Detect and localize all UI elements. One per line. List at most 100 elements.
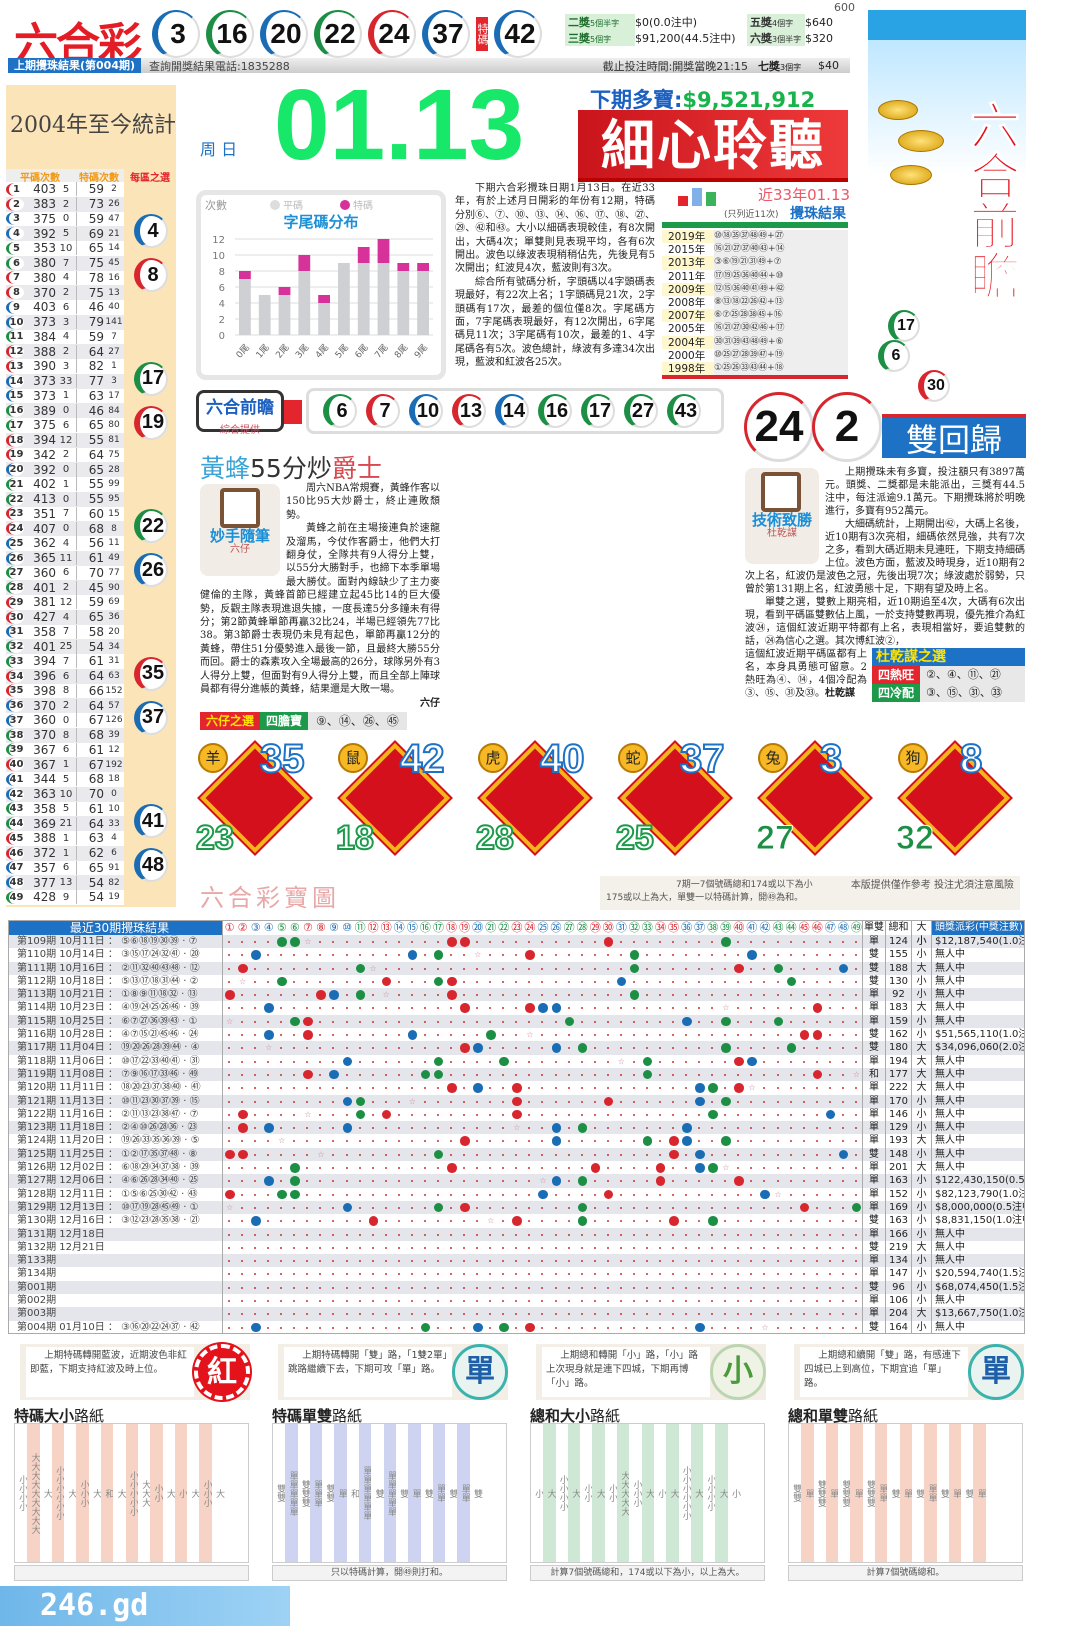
empty-dot [841, 1220, 844, 1223]
grid-cell [471, 1095, 484, 1108]
grid-cell [798, 1001, 811, 1014]
empty-dot [450, 1313, 453, 1316]
grid-cell [471, 1254, 484, 1267]
draw-numbers: ： ①⑤⑥㉕㉚㊷ · ㊸ [104, 1188, 198, 1200]
empty-dot [645, 1326, 648, 1329]
grid-cell [419, 1201, 432, 1214]
empty-dot [319, 1060, 322, 1063]
grid-cell [732, 1081, 745, 1094]
drawn-dot [721, 1096, 731, 1107]
empty-dot [567, 1220, 570, 1223]
grid-cell [406, 1121, 419, 1134]
grid-cell [406, 1055, 419, 1068]
empty-dot [345, 1007, 348, 1010]
empty-dot [528, 1286, 531, 1289]
grid-cell [484, 1201, 497, 1214]
grid-cell [772, 1214, 785, 1227]
empty-dot [854, 1326, 857, 1329]
empty-dot [593, 1047, 596, 1050]
empty-dot [802, 941, 805, 943]
stats-row: 36 370 2 64 57 [6, 698, 124, 713]
empty-dot [632, 1286, 635, 1289]
table-row: 第111期 10月16日 ： ②⑪㉜㊵㊸㊽ · ⑫ ☆ 雙 188 大無人中 [9, 961, 1024, 975]
regular-count: 362 [33, 536, 56, 551]
grid-cell [458, 1161, 471, 1174]
history-note: (只列近11次) [724, 210, 779, 220]
special-count: 82 [76, 359, 104, 374]
size: 小 [912, 1147, 932, 1162]
column-author: 杜乾謀 [767, 528, 797, 539]
empty-dot [698, 1073, 701, 1076]
empty-dot [254, 967, 257, 970]
empty-dot [789, 1233, 792, 1236]
grid-cell [432, 1095, 445, 1108]
grid-cell [354, 948, 367, 961]
grid-cell [510, 1228, 523, 1241]
grid-cell [341, 1188, 354, 1201]
special-count: 66 [76, 683, 104, 698]
empty-dot [293, 1073, 296, 1076]
drawn-dot [551, 1003, 561, 1013]
grid-cell [850, 1001, 863, 1014]
empty-dot [789, 1087, 792, 1090]
grid-cell [393, 1161, 406, 1174]
ball-number: 33 [6, 654, 24, 668]
drawn-dot [420, 1069, 431, 1080]
empty-dot [737, 1167, 740, 1170]
number-grid [223, 1294, 863, 1308]
grid-cell [432, 975, 445, 988]
grid-cell [693, 935, 706, 948]
jackpot-amount: $9,521,912 [682, 88, 816, 112]
empty-dot [280, 1127, 283, 1130]
road-column: 雙雙 [273, 1424, 286, 1562]
special-star-icon: ☆ [278, 1136, 286, 1146]
empty-dot [737, 941, 740, 943]
empty-dot [698, 1127, 701, 1130]
empty-dot [528, 967, 531, 970]
empty-dot [371, 1180, 374, 1183]
empty-dot [554, 1193, 557, 1196]
empty-dot [619, 1220, 622, 1223]
empty-dot [241, 1020, 244, 1023]
grid-cell [576, 1041, 589, 1054]
grid-cell [667, 1214, 680, 1227]
grid-cell [641, 1041, 654, 1054]
empty-dot [423, 1140, 426, 1143]
grid-cell [354, 1148, 367, 1161]
grid-cell [523, 1161, 536, 1174]
regular-count: 401 [33, 639, 56, 654]
number-column-header: ⑧ [315, 921, 326, 934]
grid-cell [706, 1188, 719, 1201]
year: 2019年 [668, 231, 706, 244]
grid-cell [471, 1161, 484, 1174]
empty-dot [645, 1246, 648, 1249]
empty-dot [345, 1326, 348, 1329]
grid-cell [785, 1294, 798, 1307]
draw-numbers: ⑩㉕㉗㉘㊴㊼+⑲ [714, 348, 848, 362]
grid-cell [354, 975, 367, 988]
empty-dot [789, 967, 792, 970]
grid-cell [288, 962, 301, 975]
empty-dot [423, 1087, 426, 1090]
grid-cell [354, 1321, 367, 1334]
empty-dot [763, 1167, 766, 1170]
grid-cell [654, 1108, 667, 1121]
empty-dot [841, 1060, 844, 1063]
grid-cell [563, 1108, 576, 1121]
grid-cell [536, 1001, 549, 1014]
grid-cell [706, 962, 719, 975]
empty-dot [502, 980, 505, 983]
regular-gap: 3 [62, 316, 70, 328]
grid-cell [393, 1108, 406, 1121]
special-count: 64 [76, 447, 104, 462]
grid-cell [484, 1294, 497, 1307]
zodiac-item: 鼠 42 18 [332, 736, 472, 867]
zodiac-row: 羊 35 23 鼠 42 18 虎 40 28 蛇 37 25 兔 3 27 狗 8 32 [192, 736, 1032, 867]
grid-cell [314, 988, 327, 1001]
empty-dot [332, 1020, 335, 1023]
grid-cell [236, 1095, 249, 1108]
empty-dot [841, 1167, 844, 1170]
grid-cell [510, 1041, 523, 1054]
empty-dot [228, 980, 230, 983]
empty-dot [658, 1153, 661, 1156]
